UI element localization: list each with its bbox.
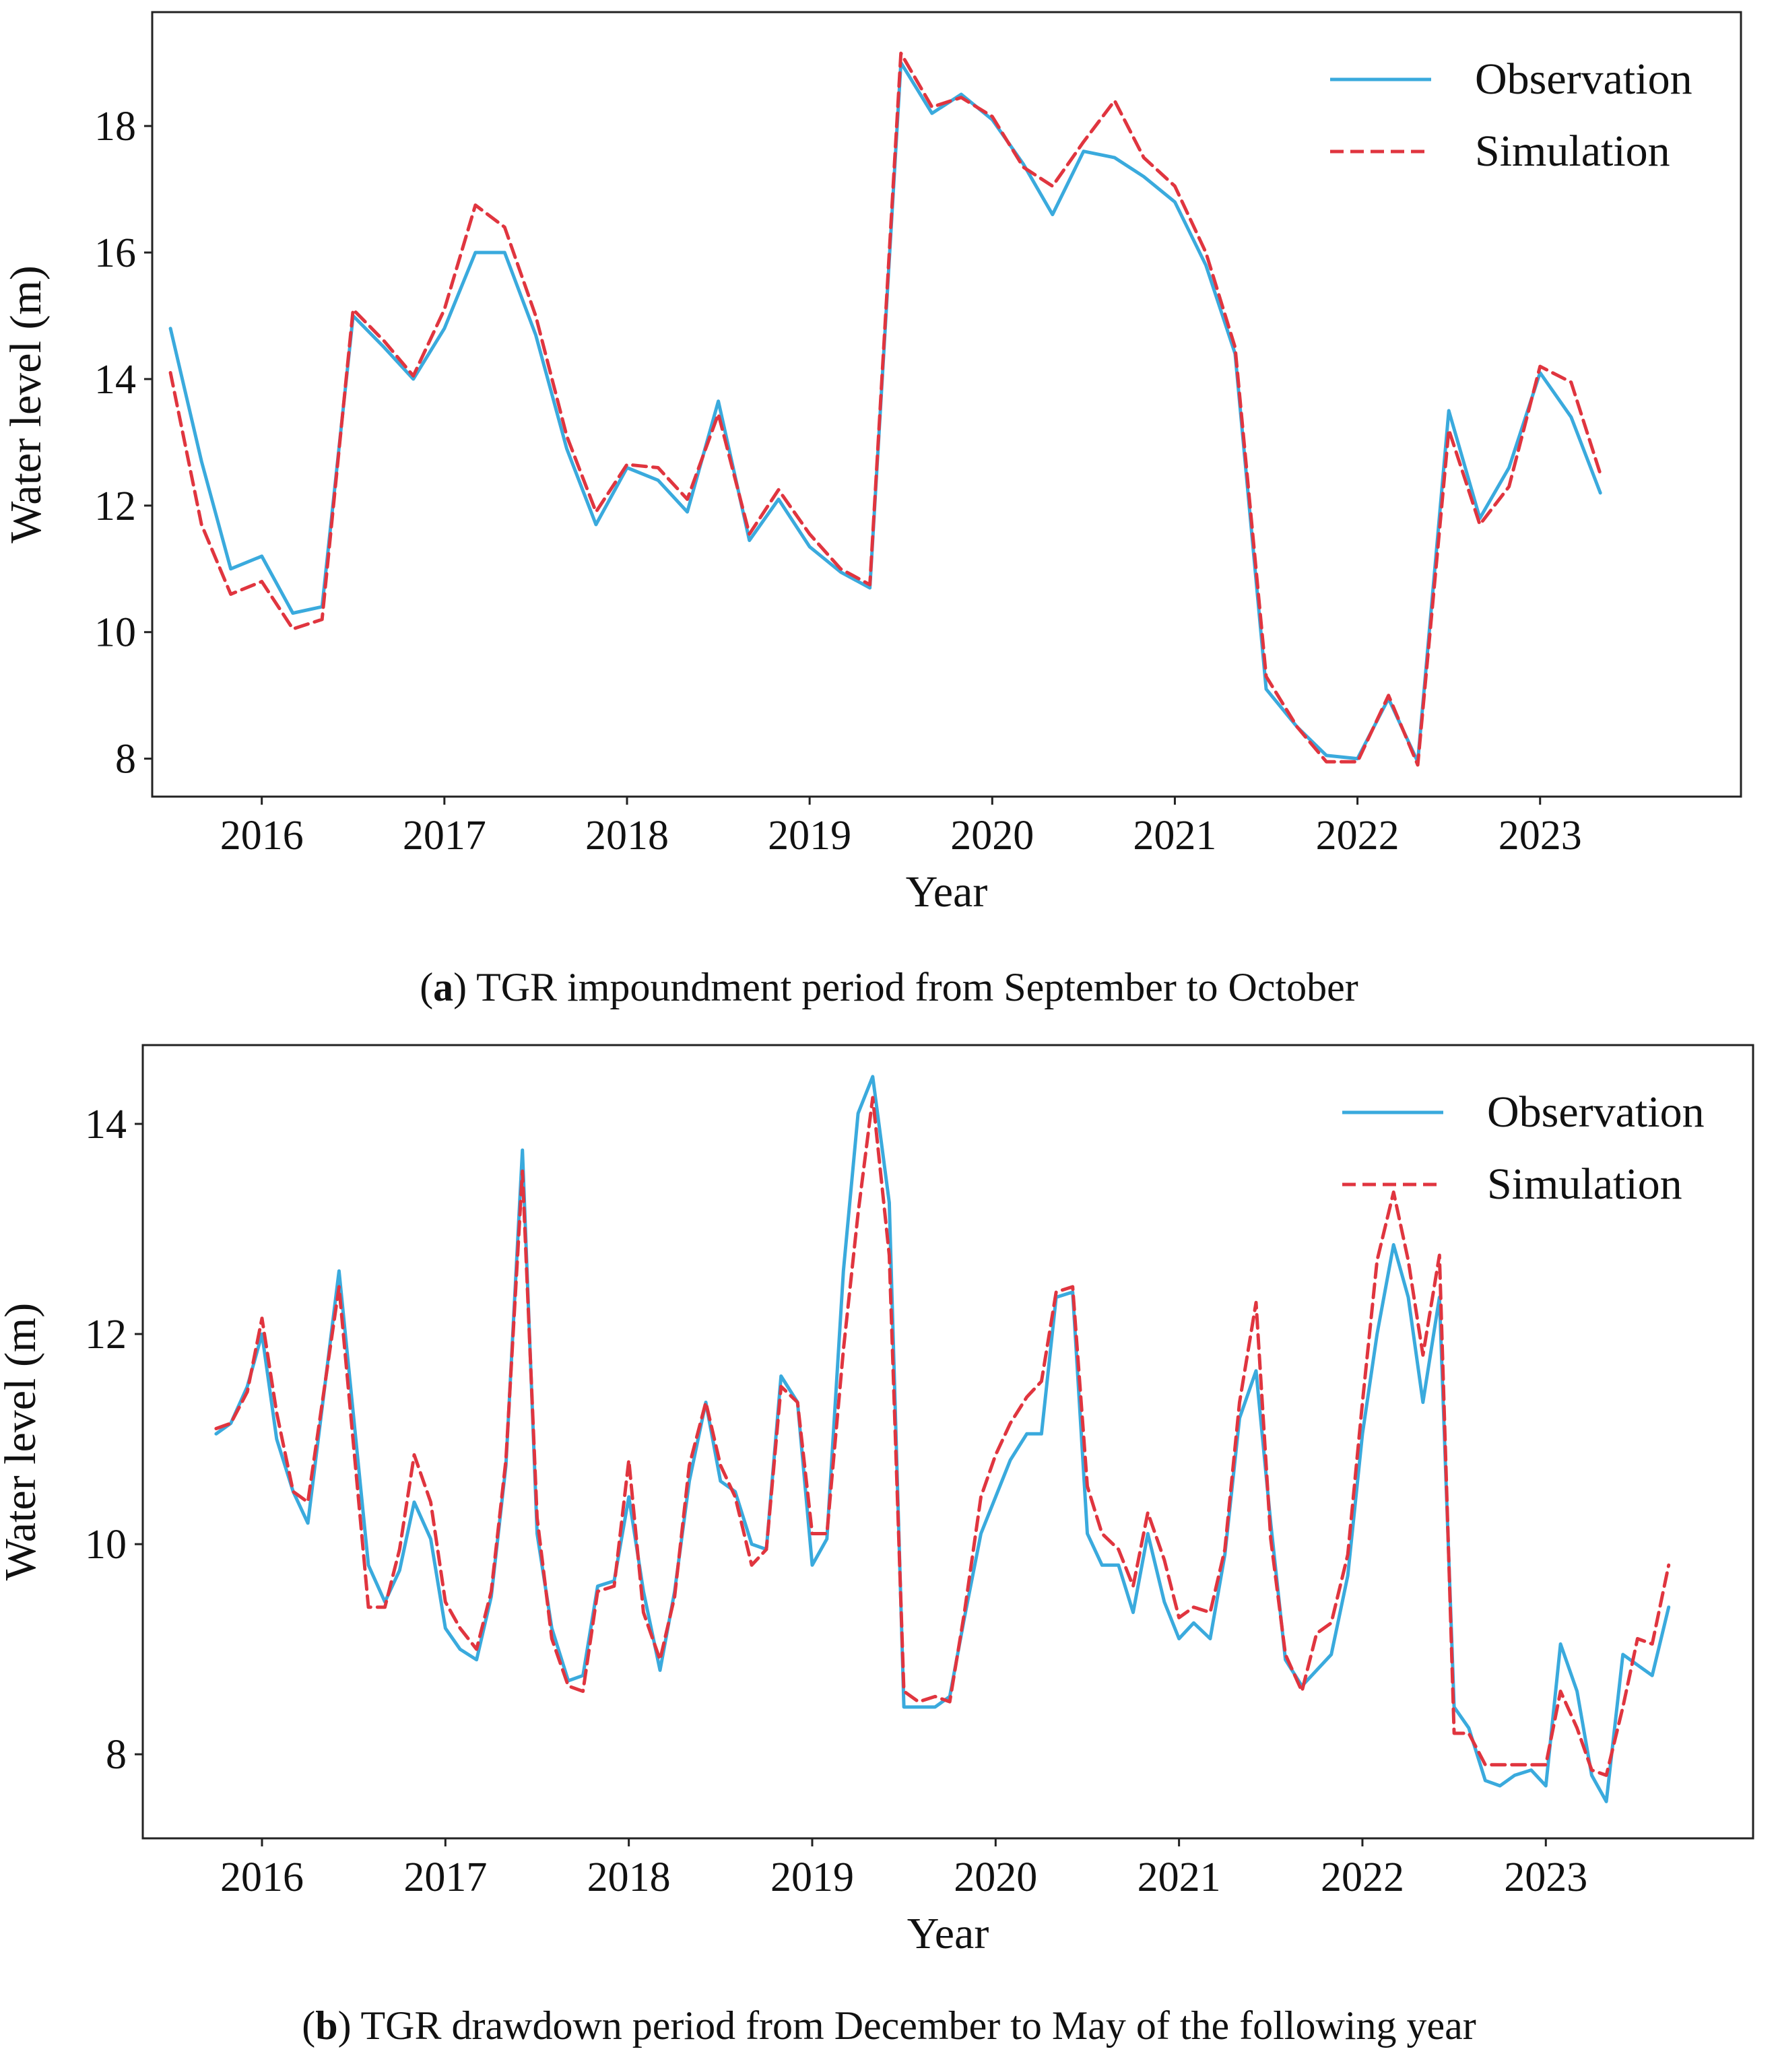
chart-a-xlabel: Year	[906, 867, 988, 916]
chart-a-xtick-label-2018: 2018	[585, 813, 669, 859]
chart-b-ylabel: Water level (m)	[0, 1303, 45, 1580]
chart-a-series-observation	[168, 61, 1602, 764]
chart-a-ytick-label-14: 14	[94, 357, 136, 403]
chart-b-plot-frame	[141, 1044, 1754, 1840]
chart-a-xtick-label-2017: 2017	[403, 813, 486, 859]
chart-b-xlabel: Year	[907, 1909, 989, 1958]
chart-a-xtick-label-2016: 2016	[220, 813, 304, 859]
chart-b-series-observation	[214, 1075, 1671, 1803]
chart-b-ytick-label-8: 8	[106, 1732, 127, 1778]
chart-b-ytick-label-12: 12	[85, 1312, 127, 1358]
chart-b-series-simulation	[214, 1096, 1671, 1777]
chart-a-legend-label-simulation: Simulation	[1475, 127, 1670, 176]
chart-a-series-simulation	[168, 51, 1602, 767]
caption-b-text: TGR drawdown period from December to May…	[351, 2003, 1476, 2048]
chart-a-series-group	[168, 51, 1602, 767]
chart-b-ytick-label-14: 14	[85, 1102, 127, 1147]
chart-b-ytick-label-10: 10	[85, 1522, 127, 1568]
caption-a: (a) TGR impoundment period from Septembe…	[420, 965, 1358, 1009]
chart-b-series-group	[214, 1075, 1671, 1803]
chart-b-xtick-label-2018: 2018	[587, 1854, 671, 1900]
chart-b-xtick-label-2019: 2019	[770, 1854, 854, 1900]
chart-b-xtick-label-2021: 2021	[1138, 1854, 1221, 1900]
chart-a-xtick-label-2023: 2023	[1499, 813, 1582, 859]
chart-a-ytick-label-16: 16	[94, 230, 136, 276]
chart-b-xtick-label-2017: 2017	[403, 1854, 487, 1900]
chart-b-xtick-label-2023: 2023	[1504, 1854, 1587, 1900]
chart-a-xtick-label-2022: 2022	[1316, 813, 1400, 859]
chart-a-ylabel: Water level (m)	[1, 265, 51, 543]
chart-a-ytick-label-8: 8	[115, 737, 136, 782]
panel-a: 2016 2017 2018 2019 2020 2021 2022 2023 8 10 12 14 1…	[0, 0, 1778, 1030]
chart-a-legend-label-observation: Observation	[1475, 55, 1692, 104]
chart-a-plot-frame	[151, 11, 1742, 798]
caption-b: (b) TGR drawdown period from December to…	[302, 2003, 1476, 2048]
chart-b-legend-label-observation: Observation	[1487, 1088, 1705, 1137]
caption-b-label: b	[315, 2003, 338, 2048]
chart-a-xtick-label-2021: 2021	[1133, 813, 1216, 859]
chart-a-xtick-label-2020: 2020	[950, 813, 1034, 859]
chart-b-xtick-label-2020: 2020	[954, 1854, 1037, 1900]
chart-b-xtick-label-2022: 2022	[1321, 1854, 1404, 1900]
chart-a-ytick-label-12: 12	[94, 483, 136, 529]
chart-b: 2016 2017 2018 2019 2020 2021 2022 2023 8 10 12 14 Y…	[0, 1044, 1754, 1958]
caption-a-label: a	[433, 965, 454, 1009]
chart-b-xtick-label-2016: 2016	[220, 1854, 304, 1900]
chart-a: 2016 2017 2018 2019 2020 2021 2022 2023 8 10 12 14 1…	[1, 11, 1742, 916]
chart-a-xtick-label-2019: 2019	[768, 813, 851, 859]
panel-b: 2016 2017 2018 2019 2020 2021 2022 2023 8 10 12 14 Y…	[0, 1037, 1778, 2072]
chart-a-ytick-label-18: 18	[94, 104, 136, 149]
chart-b-legend-label-simulation: Simulation	[1487, 1160, 1682, 1209]
chart-a-ytick-label-10: 10	[94, 610, 136, 656]
caption-a-text: TGR impoundment period from September to…	[467, 965, 1358, 1009]
